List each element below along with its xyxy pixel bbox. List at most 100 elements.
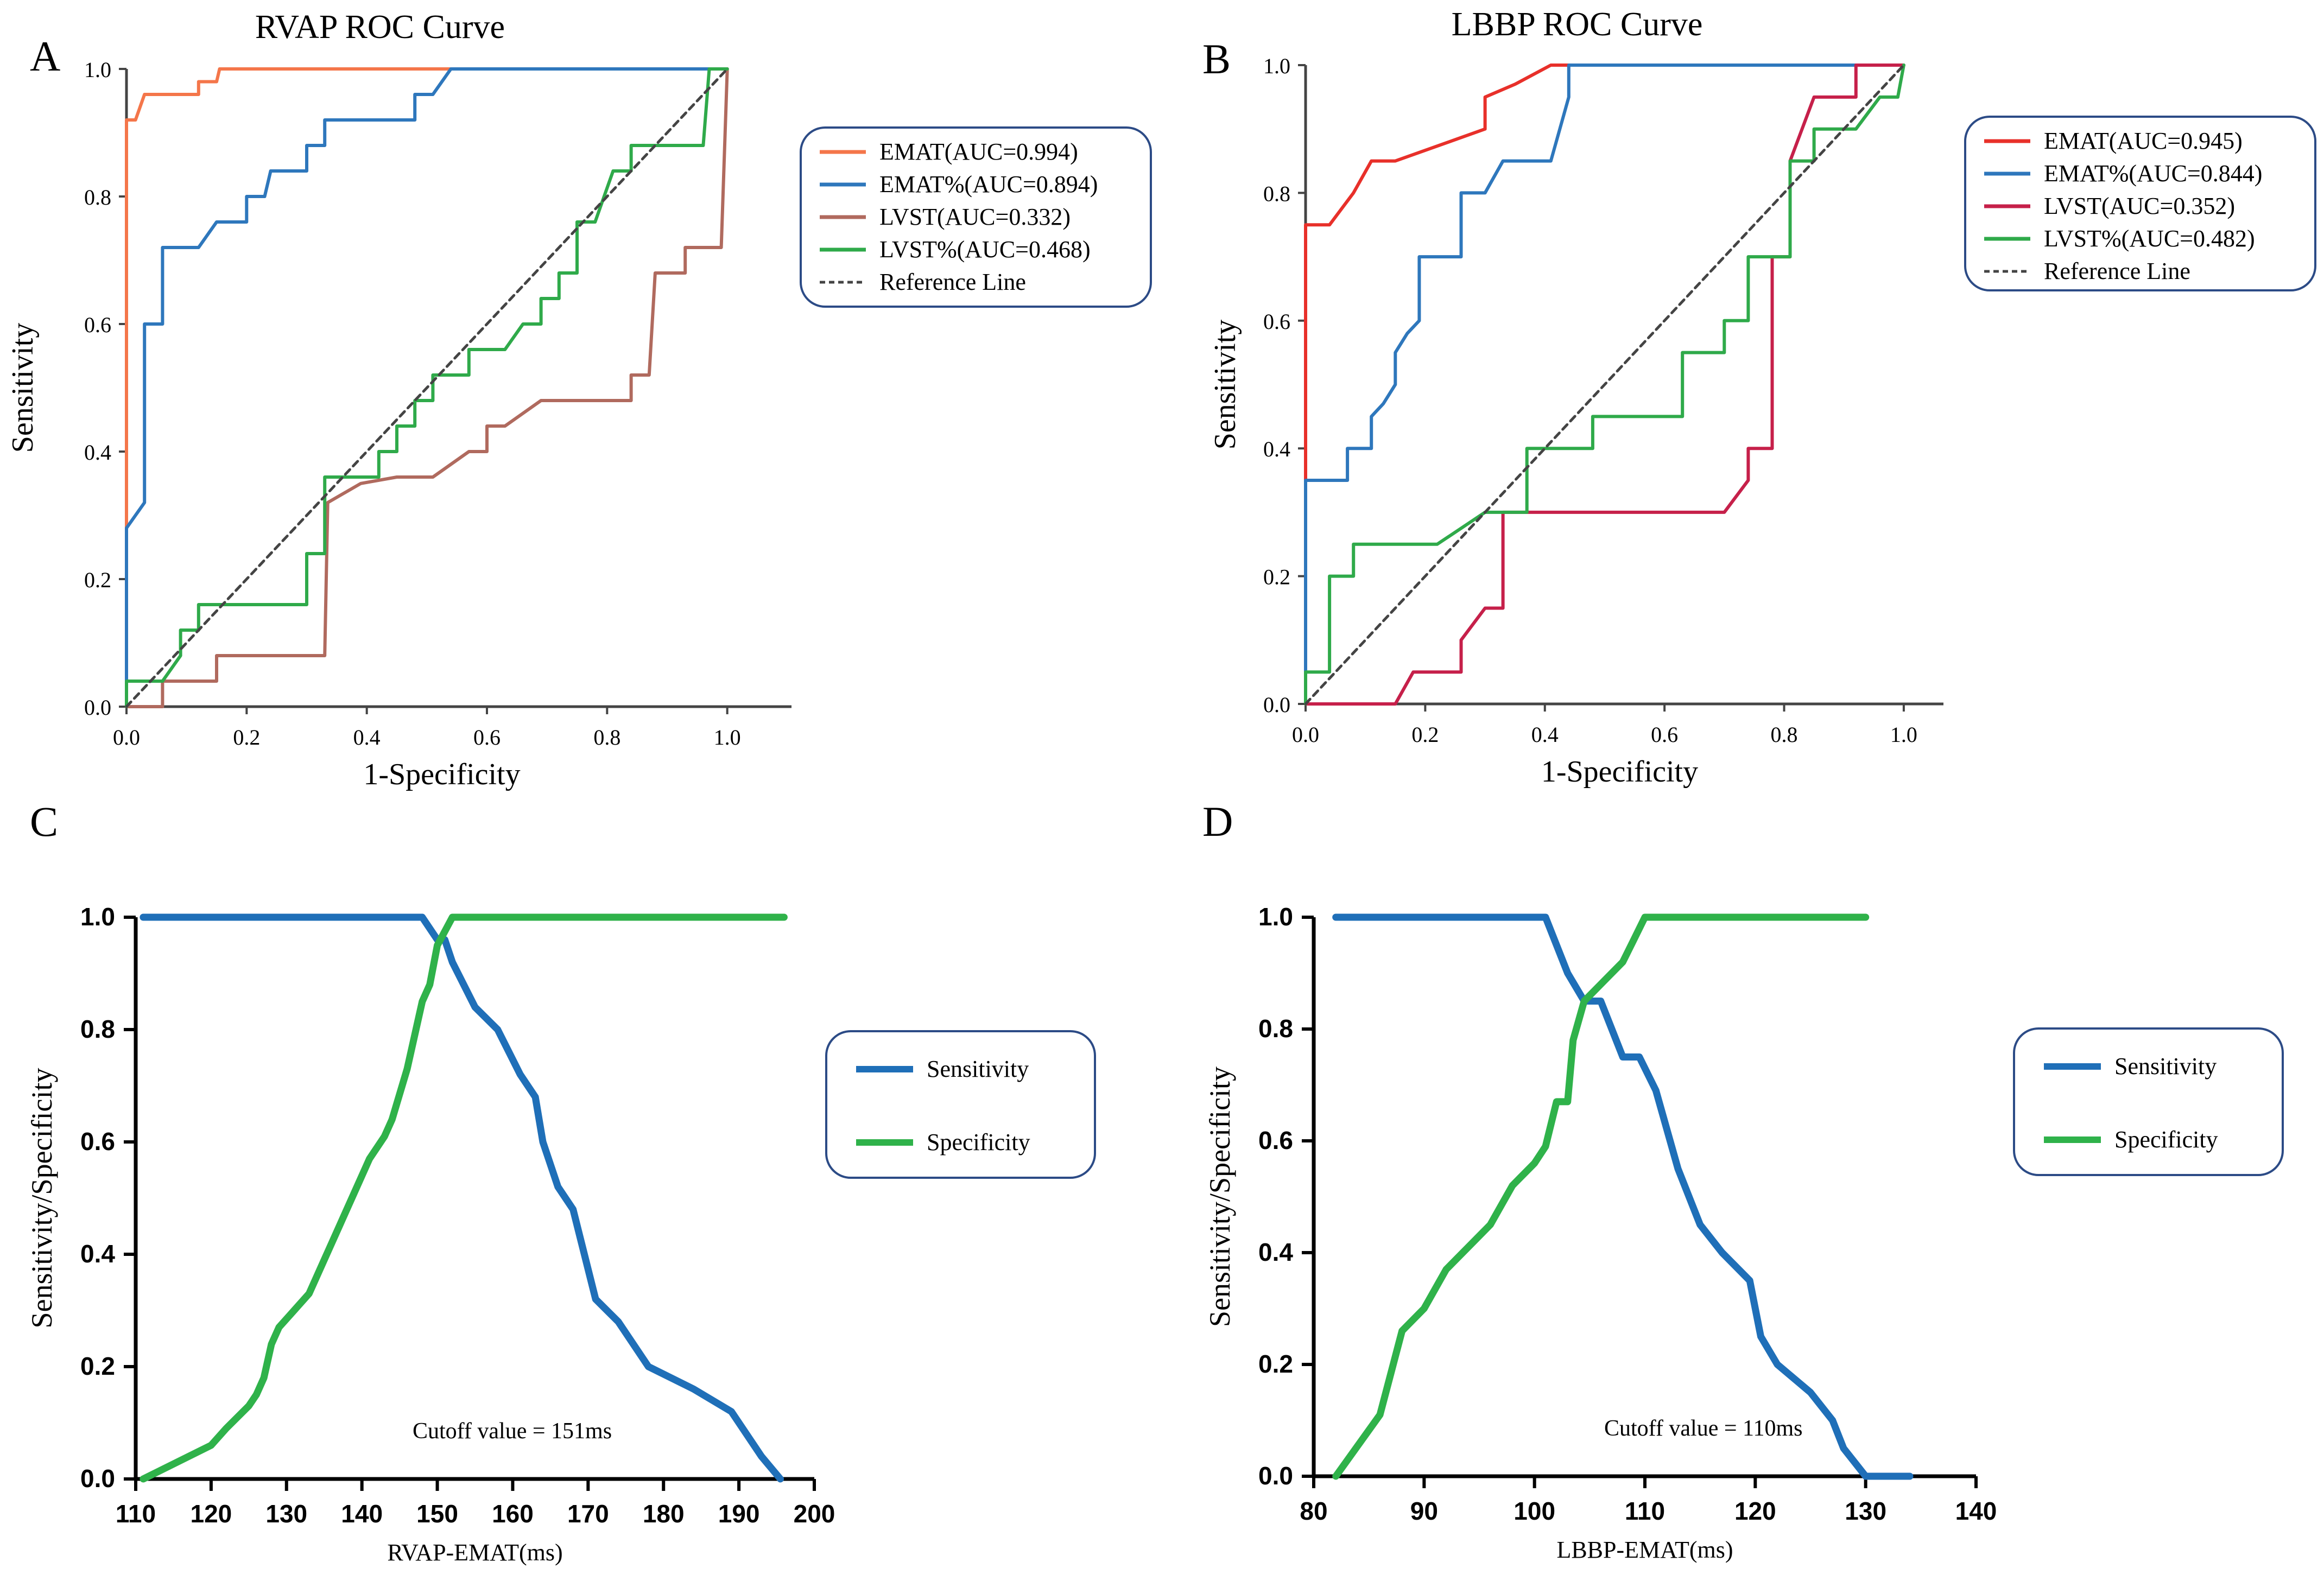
x-axis-label: 1-Specificity [363, 758, 520, 791]
x-tick-label: 180 [643, 1500, 685, 1528]
x-tick-label: 200 [794, 1500, 835, 1528]
y-tick-label: 0.4 [1263, 437, 1290, 461]
series-line-lvst-auc [125, 67, 729, 708]
x-tick-label: 140 [341, 1500, 383, 1528]
x-tick-label: 130 [265, 1500, 307, 1528]
legend-box [1964, 116, 2316, 291]
series-line-lvst-pct-auc [1304, 64, 1905, 706]
legend-label: Sensitivity [2114, 1053, 2217, 1080]
x-tick-label: 110 [116, 1500, 156, 1528]
legend-label: EMAT(AUC=0.945) [2044, 128, 2243, 154]
cutoff-annotation: Cutoff value = 151ms [413, 1419, 612, 1444]
panel-letter: B [1202, 35, 1231, 82]
legend: EMAT(AUC=0.994) EMAT%(AUC=0.894) LVST(AUC=… [800, 126, 1152, 308]
legend: Sensitivity Specificity [825, 1030, 1096, 1179]
y-tick-label: 0.0 [80, 1464, 115, 1493]
panel-letter: D [1202, 798, 1233, 845]
y-tick-label: 0.8 [1258, 1014, 1293, 1043]
y-tick-label: 0.2 [84, 568, 111, 592]
chart-title: LBBP ROC Curve [1452, 6, 1703, 43]
panel-b: B LBBP ROC Curve 0.0 0.2 0.4 0.6 0.8 1.0 0.0 0.2 0… [1202, 6, 2316, 789]
x-tick-label: 0.0 [113, 725, 140, 750]
y-tick-label: 0.0 [84, 695, 111, 720]
y-tick-label: 1.0 [1263, 54, 1290, 78]
legend-label: Specificity [2114, 1126, 2218, 1153]
panel-c: C 110 120 130 140 150 160 170 180 190 200 0.0 0.2 0.4… [26, 798, 1096, 1566]
series-line-lvst-pct-auc [125, 67, 729, 708]
legend-label: Specificity [927, 1129, 1030, 1155]
x-tick-label: 190 [718, 1500, 760, 1528]
y-tick-label: 0.6 [1263, 309, 1290, 334]
y-tick-label: 0.6 [80, 1127, 115, 1155]
legend-label: Reference Line [879, 269, 1026, 295]
x-tick-label: 160 [492, 1500, 534, 1528]
x-tick-label: 90 [1410, 1497, 1438, 1525]
x-tick-label: 140 [1955, 1497, 1997, 1525]
panel-letter: C [30, 798, 58, 845]
x-tick-label: 120 [191, 1500, 232, 1528]
x-tick-label: 110 [1625, 1497, 1665, 1525]
y-tick-label: 0.8 [1263, 181, 1290, 206]
x-tick-label: 0.4 [353, 725, 381, 750]
y-tick-label: 0.0 [1258, 1462, 1293, 1490]
legend-label: EMAT%(AUC=0.894) [879, 171, 1098, 198]
y-tick-label: 0.4 [84, 440, 111, 465]
x-tick-label: 0.6 [1651, 722, 1678, 747]
y-axis-label: Sensitivity/Specificity [1204, 1066, 1236, 1327]
y-tick-label: 0.2 [1263, 565, 1290, 589]
legend-label: LVST(AUC=0.352) [2044, 193, 2235, 219]
x-tick-label: 0.6 [473, 725, 501, 750]
series-line-reference-line [1304, 64, 1905, 706]
series-line-specificity [1332, 913, 1870, 1480]
series-line-emat-auc [125, 67, 729, 708]
y-tick-label: 0.4 [80, 1240, 115, 1268]
legend-box [825, 1030, 1096, 1179]
legend: Sensitivity Specificity [2013, 1027, 2284, 1176]
y-tick-label: 0.4 [1258, 1238, 1293, 1266]
series-line-sensitivity [140, 913, 784, 1483]
legend-label: EMAT%(AUC=0.844) [2044, 160, 2262, 187]
series-line-emat-auc [1304, 64, 1905, 706]
x-axis-label: LBBP-EMAT(ms) [1556, 1536, 1733, 1563]
series-line-reference-line [125, 67, 729, 708]
legend-label: Reference Line [2044, 258, 2190, 284]
y-tick-label: 0.8 [84, 185, 111, 209]
x-tick-label: 0.4 [1531, 722, 1559, 747]
y-axis-label: Sensitivity [6, 323, 40, 453]
legend-box [800, 126, 1152, 308]
y-tick-label: 0.6 [84, 313, 111, 337]
legend-label: LVST%(AUC=0.482) [2044, 225, 2255, 252]
y-tick-label: 1.0 [84, 58, 111, 82]
x-tick-label: 150 [416, 1500, 458, 1528]
x-tick-label: 80 [1300, 1497, 1327, 1525]
y-tick-label: 0.2 [1258, 1350, 1293, 1378]
y-tick-label: 1.0 [1258, 903, 1293, 931]
x-tick-label: 100 [1514, 1497, 1555, 1525]
x-tick-label: 130 [1845, 1497, 1886, 1525]
x-axis-label: 1-Specificity [1541, 755, 1698, 789]
x-tick-label: 0.0 [1292, 722, 1319, 747]
y-tick-label: 0.6 [1258, 1126, 1293, 1154]
legend-label: EMAT(AUC=0.994) [879, 138, 1078, 165]
y-axis-label: Sensitivity [1208, 320, 1242, 450]
legend-box [2013, 1027, 2284, 1176]
x-tick-label: 0.2 [1411, 722, 1439, 747]
x-tick-label: 1.0 [1890, 722, 1917, 747]
panel-letter: A [30, 33, 60, 80]
x-tick-label: 0.2 [233, 725, 260, 750]
x-tick-label: 170 [567, 1500, 609, 1528]
y-tick-label: 0.8 [80, 1015, 115, 1043]
x-tick-label: 1.0 [714, 725, 741, 750]
y-tick-label: 0.0 [1263, 693, 1290, 717]
series-line-specificity [140, 913, 788, 1483]
legend: EMAT(AUC=0.945) EMAT%(AUC=0.844) LVST(AUC=… [1964, 116, 2316, 291]
series-line-lvst-auc [1304, 64, 1905, 706]
y-tick-label: 0.2 [80, 1352, 115, 1380]
x-tick-label: 0.8 [593, 725, 620, 750]
series-line-emat-pct-auc [125, 67, 729, 708]
panel-a: A RVAP ROC Curve 0.0 0.2 0.4 0.6 0.8 1.0 0.0 0.2 0… [6, 9, 1152, 791]
x-tick-label: 0.8 [1771, 722, 1798, 747]
x-axis-label: RVAP-EMAT(ms) [387, 1539, 562, 1566]
panel-d: D 80 90 100 110 120 130 140 0.0 0.2 0.4 0.6 0.8 1.0 LB… [1202, 798, 2284, 1563]
